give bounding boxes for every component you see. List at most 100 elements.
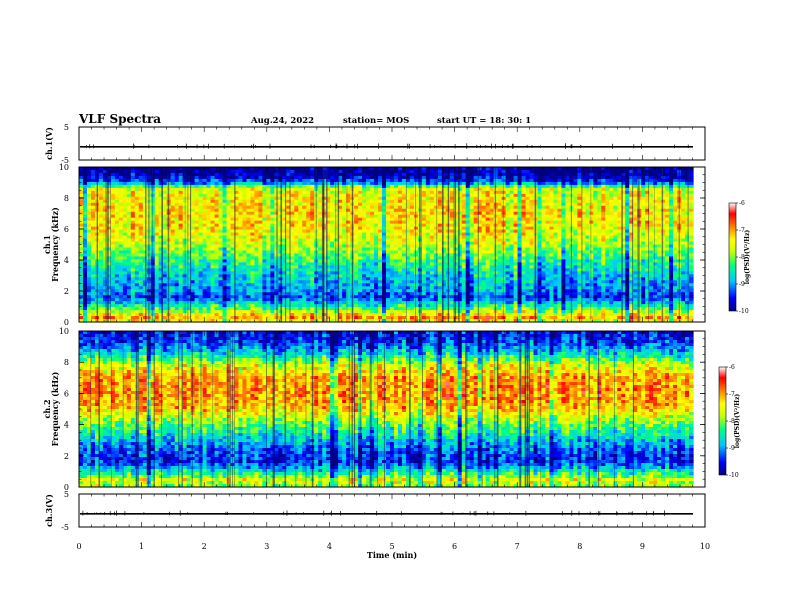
spectrogram-cell xyxy=(282,316,287,320)
spectrogram-cell xyxy=(393,268,399,272)
spectrogram-cell xyxy=(154,181,160,186)
spectrogram-cell xyxy=(330,247,335,252)
spectrogram-cell xyxy=(198,226,204,231)
spectrogram-cell xyxy=(114,289,120,293)
spectrogram-cell xyxy=(230,241,236,246)
spectrogram-cell xyxy=(413,265,419,269)
spectrogram-cell xyxy=(441,247,447,252)
spectrogram-cell xyxy=(326,214,331,219)
spectrogram-cell xyxy=(126,295,132,299)
spectrogram-cell xyxy=(294,313,299,317)
spectrogram-cell xyxy=(126,301,132,305)
spectrogram-cell xyxy=(413,235,419,240)
spectrogram-cell xyxy=(250,319,256,323)
spectrogram-cell xyxy=(218,268,224,272)
spectrogram-cell xyxy=(425,247,431,252)
spectrogram-cell xyxy=(79,316,84,320)
spectrogram-cell xyxy=(106,253,112,258)
spectrogram-cell xyxy=(118,262,124,266)
spectrogram-cell xyxy=(358,193,363,198)
spectrogram-cell xyxy=(174,271,180,275)
spectrogram-cell xyxy=(210,313,216,317)
spectrogram-cell xyxy=(114,313,120,317)
spectrogram-cell xyxy=(106,274,112,278)
spectrogram-cell xyxy=(79,214,84,219)
spectrogram-cell xyxy=(429,277,435,281)
spectrogram-cell xyxy=(222,310,228,314)
spectrogram-cell xyxy=(413,205,419,210)
spectrogram-cell xyxy=(378,277,383,281)
spectrogram-cell xyxy=(346,167,351,171)
spectrogram-cell xyxy=(342,196,347,201)
spectrogram-cell xyxy=(138,286,144,290)
spectrogram-cell xyxy=(222,217,228,222)
spectrogram-cell xyxy=(378,307,383,311)
spectrogram-cell xyxy=(405,298,411,302)
spectrogram-cell xyxy=(338,307,343,311)
spectrogram-cell xyxy=(374,235,379,240)
spectrogram-cell xyxy=(306,319,311,323)
spectrogram-cell xyxy=(437,187,443,192)
spectrogram-cell xyxy=(86,301,92,305)
spectrogram-cell xyxy=(110,172,116,177)
spectrogram-cell xyxy=(378,274,383,278)
spectrogram-cell xyxy=(282,217,287,222)
spectrogram-cell xyxy=(413,187,419,192)
spectrogram-cell xyxy=(425,250,431,255)
spectrogram-cell xyxy=(122,253,128,258)
spectrogram-cell xyxy=(302,196,307,201)
spectrogram-cell xyxy=(250,256,256,260)
spectrogram-cell xyxy=(190,232,196,237)
spectrogram-cell xyxy=(154,295,160,299)
spectrogram-cell xyxy=(258,241,264,246)
spectrogram-cell xyxy=(254,217,260,222)
spectrogram-cell xyxy=(318,289,323,293)
spectrogram-cell xyxy=(254,193,260,198)
spectrogram-cell xyxy=(397,247,403,252)
spectrogram-cell xyxy=(401,268,407,272)
spectrogram-cell xyxy=(238,241,244,246)
spectrogram-cell xyxy=(326,196,331,201)
spectrogram-cell xyxy=(294,184,299,189)
spectrogram-cell xyxy=(429,292,435,296)
spectrogram-cell xyxy=(326,199,331,204)
spectrogram-cell xyxy=(150,286,156,290)
spectrogram-cell xyxy=(98,301,104,305)
spectrogram-cell xyxy=(262,277,267,281)
spectrogram-cell xyxy=(386,217,391,222)
spectrogram-cell xyxy=(429,256,435,260)
spectrogram-cell xyxy=(210,232,216,237)
spectrogram-cell xyxy=(102,202,108,207)
spectrogram-cell xyxy=(262,211,267,216)
spectrogram-cell xyxy=(338,313,343,317)
spectrogram-cell xyxy=(270,262,275,266)
spectrogram-cell xyxy=(362,226,367,231)
spectrogram-cell xyxy=(282,304,287,308)
spectrogram-cell xyxy=(386,238,391,243)
spectrogram-cell xyxy=(210,167,216,171)
spectrogram-cell xyxy=(186,256,192,260)
spectrogram-cell xyxy=(118,316,124,320)
spectrogram-cell xyxy=(429,172,435,177)
spectrogram-cell xyxy=(242,169,248,174)
spectrogram-cell xyxy=(206,187,212,192)
spectrogram-cell xyxy=(198,277,204,281)
spectrogram-cell xyxy=(134,172,140,177)
spectrogram-cell xyxy=(258,262,264,266)
spectrogram-cell xyxy=(358,250,363,255)
spectrogram-cell xyxy=(254,268,260,272)
spectrogram-cell xyxy=(134,223,140,228)
spectrogram-cell xyxy=(186,199,192,204)
spectrogram-cell xyxy=(306,211,311,216)
spectrogram-cell xyxy=(389,187,395,192)
spectrogram-cell xyxy=(409,274,415,278)
spectrogram-cell xyxy=(150,238,156,243)
spectrogram-cell xyxy=(174,196,180,201)
spectrogram-cell xyxy=(322,217,327,222)
spectrogram-cell xyxy=(322,280,327,284)
spectrogram-cell xyxy=(218,220,224,225)
spectrogram-cell xyxy=(246,310,252,314)
spectrogram-cell xyxy=(441,232,447,237)
spectrogram-cell xyxy=(150,241,156,246)
spectrogram-cell xyxy=(417,199,423,204)
